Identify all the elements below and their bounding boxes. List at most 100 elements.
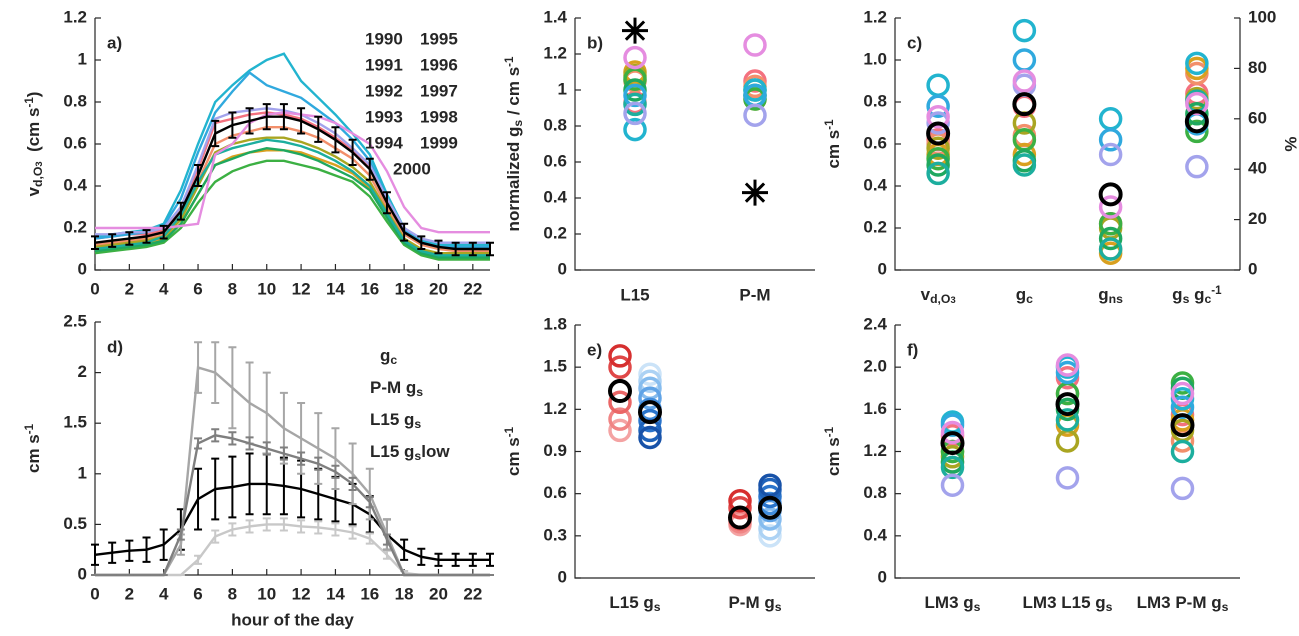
text-part: s <box>414 449 421 463</box>
circle-marker <box>608 390 632 415</box>
circle-marker <box>743 103 767 127</box>
circle-marker <box>1185 119 1209 144</box>
y2-tick-label: 20 <box>1248 209 1267 228</box>
circle-marker <box>940 431 965 456</box>
text-part: cm s <box>824 130 843 169</box>
text-part: ) <box>24 92 43 98</box>
error-bar <box>400 222 409 242</box>
panel-label: d) <box>107 337 123 356</box>
y-tick-label: 1.2 <box>63 7 87 26</box>
error-bar <box>331 522 340 537</box>
asterisk-marker <box>742 179 768 206</box>
circle-marker <box>758 524 782 548</box>
y-axis-label: cm s-1 <box>504 426 524 476</box>
error-bar <box>245 519 254 534</box>
text-part: L15 g <box>370 410 414 429</box>
x-tick-label: 22 <box>463 279 482 298</box>
panel-label: a) <box>107 33 122 52</box>
error-bar <box>297 451 306 466</box>
legend-entry: L15 gs <box>370 410 421 430</box>
text-part: s <box>414 417 421 431</box>
y2-axis-label: % <box>1281 136 1299 151</box>
x-tick-label: P-M gs <box>728 593 781 613</box>
error-bar <box>486 552 494 567</box>
text-part: -1 <box>504 56 516 67</box>
x-tick-label: 2 <box>125 584 134 603</box>
circle-marker <box>940 455 965 480</box>
error-bar <box>262 103 271 131</box>
error-bar <box>194 437 203 450</box>
text-part: L15 g <box>609 593 653 612</box>
y-tick-label: 1.4 <box>543 7 567 26</box>
y-tick-label: 1.5 <box>543 357 567 376</box>
error-bar <box>365 532 374 545</box>
text-part: cm s <box>504 437 523 476</box>
circle-marker <box>623 45 647 70</box>
error-bar <box>228 522 237 537</box>
circle-marker <box>1170 476 1195 501</box>
circle-marker <box>940 473 965 497</box>
y-tick-label: 0 <box>558 567 567 586</box>
legend-entry: L15 gslow <box>370 442 450 462</box>
text-part: cm s <box>824 437 843 476</box>
x-tick-label: 16 <box>360 279 379 298</box>
y-tick-label: 1.2 <box>863 441 887 460</box>
x-tick-label: 6 <box>193 279 202 298</box>
circle-marker <box>1185 91 1209 116</box>
circle-marker <box>1098 142 1123 167</box>
y-tick-label: 0.2 <box>543 223 567 242</box>
x-tick-label: 12 <box>292 584 311 603</box>
error-bar <box>365 496 374 509</box>
error-bar <box>228 346 237 430</box>
y-axis-label: cm s-1 <box>824 426 844 476</box>
y-tick-label: 1.0 <box>863 49 887 68</box>
x-tick-label: 2 <box>125 279 134 298</box>
text-part: c <box>1026 292 1033 306</box>
x-tick-label: 14 <box>326 584 345 603</box>
circle-marker <box>638 408 662 433</box>
circle-marker <box>638 425 662 450</box>
error-bar <box>297 107 306 135</box>
y-axis-label: cm s-1 <box>824 119 844 169</box>
circle-marker <box>1012 92 1037 117</box>
y-tick-label: 0.6 <box>863 133 887 152</box>
error-bar <box>125 539 134 562</box>
error-bar <box>91 235 99 250</box>
y-tick-label: 0.2 <box>63 217 87 236</box>
y-tick-label: 1.8 <box>543 314 567 333</box>
error-bar <box>142 536 151 563</box>
x-tick-label: vd,O3 <box>921 285 956 305</box>
circle-marker <box>926 136 950 160</box>
error-bar <box>365 157 374 181</box>
x-tick-label: LM3 P-M gs <box>1137 593 1229 613</box>
text-part: L15 g <box>370 442 414 461</box>
circle-marker <box>926 161 950 186</box>
text-part: low <box>421 442 450 461</box>
y-tick-label: 0 <box>558 259 567 278</box>
error-bar <box>434 239 443 255</box>
text-part: normalized g <box>504 127 523 232</box>
circle-marker <box>1012 48 1037 72</box>
y-tick-label: 0 <box>878 259 887 278</box>
error-bar <box>211 457 220 521</box>
circle-marker <box>623 83 647 108</box>
y-tick-label: 0.3 <box>543 525 567 544</box>
circle-marker <box>926 94 950 118</box>
circle-marker <box>926 111 950 135</box>
circle-marker <box>638 369 662 393</box>
error-bar <box>194 341 203 394</box>
text-part: s <box>974 600 981 614</box>
circle-marker <box>940 413 965 437</box>
error-bar <box>108 541 117 564</box>
error-bar <box>314 115 323 143</box>
error-bar <box>228 455 237 519</box>
axis-line <box>574 18 815 271</box>
error-bar <box>211 341 220 404</box>
error-bar <box>194 554 203 565</box>
text-part: s <box>416 385 423 399</box>
legend-entry: 1997 <box>420 81 458 100</box>
text-part: d,O <box>31 167 45 187</box>
circle-marker <box>728 495 752 520</box>
x-tick-label: 22 <box>463 584 482 603</box>
circle-marker <box>608 344 632 368</box>
